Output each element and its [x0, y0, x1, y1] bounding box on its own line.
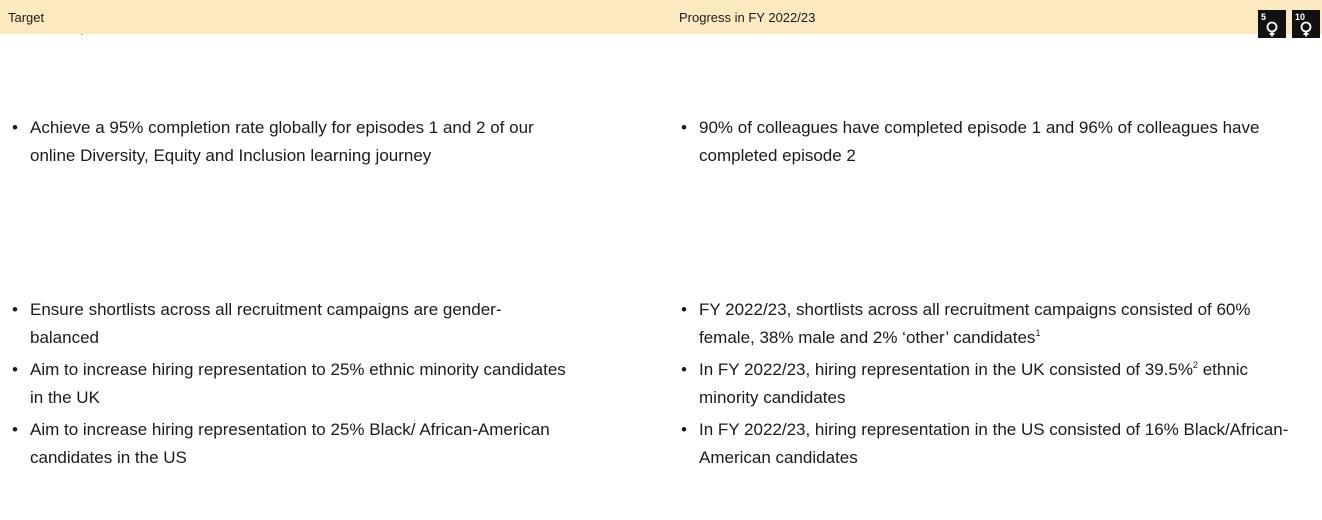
- header-progress: Progress in FY 2022/23: [679, 10, 816, 25]
- bullet-item: Ensure shortlists across all recruitment…: [10, 296, 570, 352]
- bullet-item: In FY 2022/23, hiring representation in …: [679, 356, 1289, 412]
- bullet-list: Ensure shortlists across all recruitment…: [10, 296, 570, 476]
- bullet-text: ethnic minority candidates: [699, 360, 1249, 407]
- bullet-item: FY 2022/23, shortlists across all recrui…: [679, 296, 1289, 352]
- bullet-text: Ensure shortlists across all recruitment…: [30, 300, 502, 347]
- bullet-list: FY 2022/23, shortlists across all recrui…: [679, 296, 1289, 476]
- bullet-text: Aim to increase hiring representation to…: [30, 420, 550, 467]
- sdg-icon: 10: [1292, 10, 1320, 38]
- footnote-ref: 1: [1035, 328, 1041, 338]
- sdg-icon: 5: [1258, 10, 1286, 38]
- table-header: Target Progress in FY 2022/23: [0, 0, 1322, 34]
- bullet-item: Achieve a 95% completion rate globally f…: [10, 114, 570, 170]
- bullet-list: Achieve a 95% completion rate globally f…: [10, 114, 570, 174]
- sdg-number: 10: [1295, 12, 1306, 22]
- bullet-text: 90% of colleagues have completed episode…: [699, 118, 1260, 165]
- bullet-text: FY 2022/23, shortlists across all recrui…: [699, 300, 1251, 347]
- bullet-list: 90% of colleagues have completed episode…: [679, 114, 1289, 174]
- bullet-text: In FY 2022/23, hiring representation in …: [699, 420, 1289, 467]
- footnote-ref: 2: [1192, 360, 1198, 370]
- bullet-item: Aim to increase hiring representation to…: [10, 356, 570, 412]
- bullet-item: Aim to increase hiring representation to…: [10, 416, 570, 472]
- bullet-text: In FY 2022/23, hiring representation in …: [699, 360, 1193, 379]
- bullet-item: 90% of colleagues have completed episode…: [679, 114, 1289, 170]
- header-target: Target: [8, 10, 45, 25]
- bullet-text: Aim to increase hiring representation to…: [30, 360, 566, 407]
- bullet-item: In FY 2022/23, hiring representation in …: [679, 416, 1289, 472]
- bullet-text: Achieve a 95% completion rate globally f…: [30, 118, 534, 165]
- sdg-number: 5: [1261, 12, 1267, 22]
